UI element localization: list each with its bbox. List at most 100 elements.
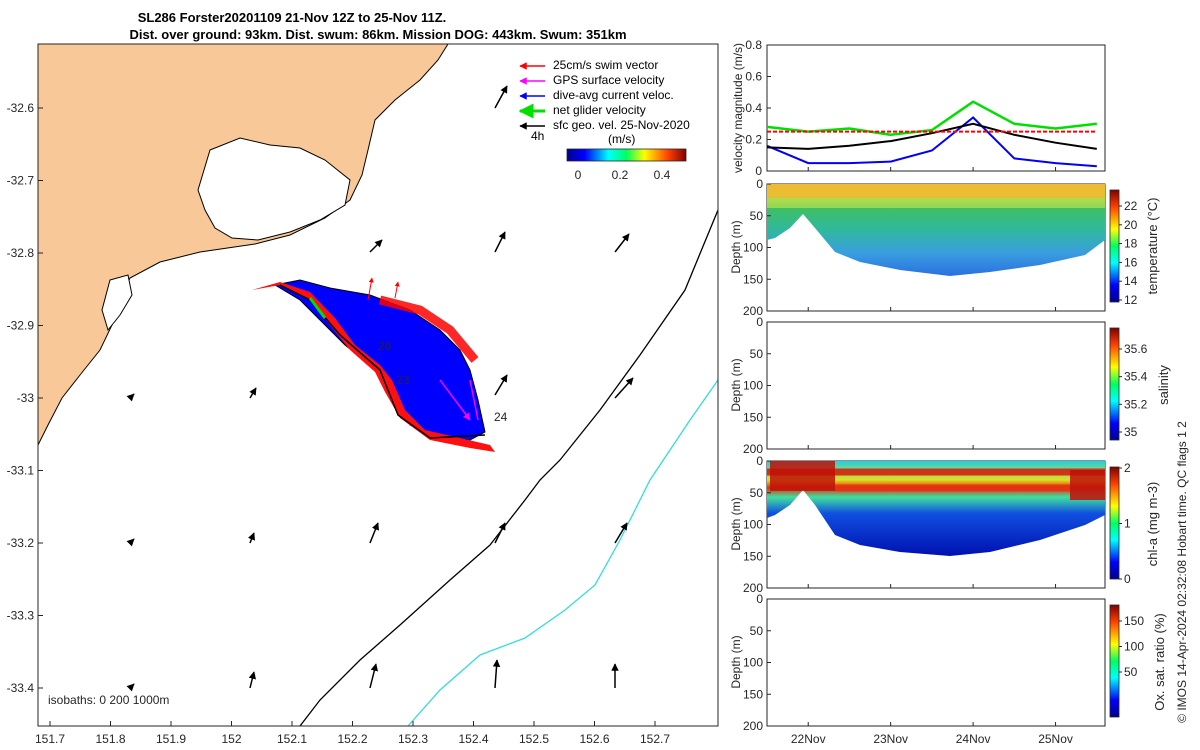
salinity-cbar-tick-label: 35 xyxy=(1124,425,1138,439)
chlorophyll-y-ticks: 0 50 100 150 200 xyxy=(743,454,771,595)
map-x-tick-label: 152.5 xyxy=(519,732,549,746)
depth-tick-label: 50 xyxy=(750,624,764,638)
temperature-panel: 0 50 100 150 200 Depth (m) 22 20 18 16 14 12 temp… xyxy=(729,177,1160,318)
oxygen-colorbar-ticks: 150 100 50 xyxy=(1119,614,1144,679)
chlorophyll-ylabel: Depth (m) xyxy=(729,497,743,550)
map-y-tick-label: -32.6 xyxy=(7,101,35,115)
depth-tick-label: 150 xyxy=(743,687,763,701)
map-x-tick-label: 151.9 xyxy=(156,732,186,746)
depth-tick-label: 200 xyxy=(743,304,763,318)
inlet xyxy=(101,274,133,332)
chlorophyll-cbar-tick-label: 0 xyxy=(1124,572,1131,586)
legend-time-tag: 4h xyxy=(531,129,544,143)
temperature-colorbar-label: temperature (°C) xyxy=(1145,198,1160,295)
legend-item-gps: GPS surface velocity xyxy=(553,73,664,87)
velocity-ylabel: velocity magnitude (m/s) xyxy=(731,43,745,173)
salinity-cbar-tick-label: 35.2 xyxy=(1124,397,1148,411)
temperature-colorbar-ticks: 22 20 18 16 14 12 xyxy=(1119,199,1138,307)
isobath-1000 xyxy=(407,379,718,726)
map-x-tick-label: 152.4 xyxy=(458,732,488,746)
map-y-tick-label: -33.2 xyxy=(7,536,35,550)
lake xyxy=(197,137,351,241)
time-tick-label: 22Nov xyxy=(791,732,826,746)
geo-velocity-arrow xyxy=(494,374,508,396)
geo-velocity-arrow xyxy=(369,663,379,689)
chlorophyll-colorbar xyxy=(1109,466,1120,580)
temperature-cbar-tick-label: 14 xyxy=(1124,274,1138,288)
salinity-colorbar xyxy=(1109,327,1120,441)
isobath-200 xyxy=(299,209,718,726)
temperature-cbar-tick-label: 12 xyxy=(1124,293,1138,307)
velocity-y-ticks: 0 0.2 0.4 0.6 0.8 xyxy=(745,38,771,178)
geo-velocity-arrow xyxy=(369,239,383,253)
oxygen-panel: 0 50 100 150 200 Depth (m) 150 100 50 Ox. sat.… xyxy=(729,592,1167,733)
salinity-colorbar-label: salinity xyxy=(1156,365,1171,405)
depth-tick-label: 200 xyxy=(743,581,763,595)
time-tick-label: 24Nov xyxy=(956,732,991,746)
depth-tick-label: 200 xyxy=(743,442,763,456)
velocity-panel: 0 0.2 0.4 0.6 0.8 velocity magnitude (m/s) xyxy=(731,38,1106,178)
depth-tick-label: 100 xyxy=(743,518,763,532)
depth-tick-label: 50 xyxy=(750,209,764,223)
map-y-tick-label: -33 xyxy=(17,391,35,405)
geo-velocity-arrow xyxy=(248,671,257,689)
velocity-series-line xyxy=(766,100,1097,137)
time-tick-label: 23Nov xyxy=(873,732,908,746)
legend-item-net: net glider velocity xyxy=(553,103,646,117)
oxygen-y-ticks: 0 50 100 150 200 xyxy=(743,592,771,733)
map-cbar-tick-0: 0 xyxy=(575,168,582,182)
depth-tick-label: 50 xyxy=(750,347,764,361)
temperature-cbar-tick-label: 16 xyxy=(1124,255,1138,269)
time-tick-label: 25Nov xyxy=(1038,732,1073,746)
depth-tick-label: 0 xyxy=(756,592,763,606)
depth-tick-label: 0 xyxy=(756,315,763,329)
map-y-tick-label: -32.8 xyxy=(7,246,35,260)
velocity-series-line xyxy=(766,116,1097,168)
oxygen-cbar-tick-label: 100 xyxy=(1124,640,1144,654)
chlorophyll-cbar-tick-label: 1 xyxy=(1124,517,1131,531)
geo-velocity-arrow xyxy=(492,659,501,689)
day-label-23: 23 xyxy=(396,373,410,387)
geo-velocity-arrow xyxy=(614,233,630,253)
map-x-tick-label: 151.7 xyxy=(35,732,65,746)
salinity-y-ticks: 0 50 100 150 200 xyxy=(743,315,771,456)
velocity-y-tick-label: 0 xyxy=(755,164,762,178)
oxygen-colorbar-label: Ox. sat. ratio (%) xyxy=(1152,613,1167,711)
geo-velocity-arrow xyxy=(126,393,135,402)
isobaths-label: isobaths: 0 200 1000m xyxy=(48,693,169,707)
legend-item-geo: sfc geo. vel. 25-Nov-2020 xyxy=(553,118,690,132)
legend-item-swim: 25cm/s swim vector xyxy=(553,58,658,72)
map-x-tick-label: 152.6 xyxy=(579,732,609,746)
salinity-ylabel: Depth (m) xyxy=(729,358,743,411)
geo-velocity-arrow xyxy=(494,522,506,544)
oxygen-ylabel: Depth (m) xyxy=(729,635,743,688)
velocity-series-line xyxy=(766,122,1097,150)
glider-track xyxy=(252,277,495,452)
velocity-y-tick-label: 0.6 xyxy=(745,70,762,84)
chlorophyll-panel: 0 50 100 150 200 Depth (m) 2 1 0 chl-a (mg m-3… xyxy=(729,454,1160,595)
velocity-lines xyxy=(766,100,1097,168)
velocity-y-tick-label: 0.8 xyxy=(745,38,762,52)
map-legend: 25cm/s swim vector GPS surface velocity … xyxy=(518,58,690,182)
depth-tick-label: 100 xyxy=(743,241,763,255)
map-y-tick-label: -32.7 xyxy=(7,174,35,188)
geo-velocity-arrow xyxy=(494,231,506,253)
oxygen-cbar-tick-label: 150 xyxy=(1124,614,1144,628)
land-mass xyxy=(38,44,449,446)
velocity-y-tick-label: 0.4 xyxy=(745,101,762,115)
geo-velocity-arrow xyxy=(369,522,379,544)
day-label-26: 26 xyxy=(378,339,392,353)
temperature-colorbar xyxy=(1109,189,1120,303)
map-x-ticks: 151.7 151.8 151.9 152 152.1 152.2 152.3 152.4 15… xyxy=(35,721,670,746)
map-y-ticks: -32.6 -32.7 -32.8 -32.9 -33 -33.1 -33.2 -33.3 -3… xyxy=(7,101,43,695)
salinity-panel: 0 50 100 150 200 Depth (m) 35.6 35.4 35.2 35 sa… xyxy=(729,315,1171,456)
chlorophyll-colorbar-ticks: 2 1 0 xyxy=(1119,461,1131,586)
map-x-tick-label: 152.1 xyxy=(277,732,307,746)
geo-velocity-arrow xyxy=(248,532,255,544)
geo-velocity-arrow xyxy=(249,387,257,399)
geostrophic-arrows xyxy=(126,85,634,692)
velocity-y-tick-label: 0.2 xyxy=(745,133,762,147)
map-x-tick-label: 152.7 xyxy=(640,732,670,746)
day-label-24: 24 xyxy=(494,410,508,424)
